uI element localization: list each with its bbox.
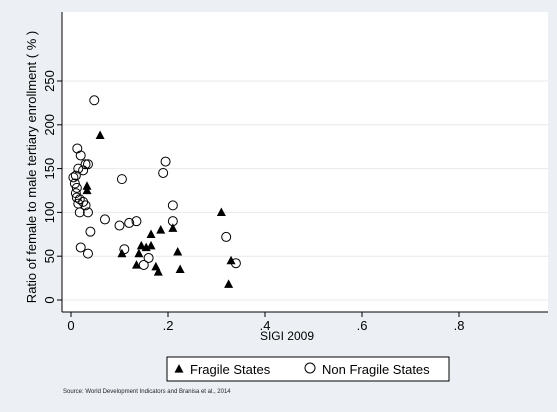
point-non-fragile [80, 200, 91, 211]
point-non-fragile [70, 170, 81, 181]
point-non-fragile [221, 231, 232, 242]
y-tick-label: 200 [42, 114, 57, 136]
point-fragile [117, 248, 127, 258]
point-fragile [82, 181, 92, 190]
point-fragile [153, 267, 163, 276]
x-tick-label: .8 [454, 318, 465, 333]
y-tick-label: 0 [42, 296, 57, 303]
data-points [68, 95, 241, 288]
legend-marker-non-fragile [304, 362, 316, 374]
point-non-fragile [78, 196, 89, 207]
point-non-fragile [75, 242, 86, 253]
point-non-fragile [69, 178, 80, 189]
point-non-fragile [124, 217, 135, 228]
point-non-fragile [85, 226, 96, 237]
point-non-fragile [89, 95, 100, 106]
x-tick-label: .6 [357, 318, 368, 333]
point-fragile [175, 264, 185, 273]
legend: Fragile States Non Fragile States [166, 356, 450, 382]
point-non-fragile [78, 165, 89, 176]
legend-box [166, 356, 450, 382]
point-fragile [224, 279, 234, 288]
x-tick-label: 0 [67, 318, 74, 333]
point-non-fragile [73, 163, 84, 174]
x-tick-label: .2 [163, 318, 174, 333]
y-axis-label: Ratio of female to male tertiary enrollm… [24, 31, 39, 303]
x-axis-label: SIGI 2009 [260, 329, 314, 343]
gridlines [62, 80, 548, 301]
point-fragile [136, 240, 146, 250]
point-non-fragile [138, 259, 149, 270]
point-non-fragile [74, 207, 85, 218]
axes: 0 50 100 150 200 250 0 .2 .4 .6 .8 [42, 12, 548, 333]
point-fragile [168, 223, 178, 232]
point-non-fragile [82, 159, 93, 170]
point-fragile [82, 185, 92, 195]
point-fragile [95, 130, 105, 139]
point-non-fragile [82, 207, 93, 218]
legend-label-fragile: Fragile States [190, 362, 271, 377]
point-non-fragile [143, 252, 154, 263]
point-non-fragile [82, 248, 93, 259]
plot-area [62, 12, 548, 312]
point-fragile [173, 246, 183, 256]
point-fragile [226, 255, 236, 265]
point-non-fragile [74, 194, 85, 205]
y-tick-label: 250 [42, 70, 57, 92]
point-non-fragile [114, 220, 125, 231]
point-non-fragile [158, 167, 169, 178]
point-non-fragile [68, 172, 79, 183]
point-fragile [156, 225, 166, 234]
x-tick-label: .4 [260, 318, 271, 333]
point-fragile [146, 240, 156, 250]
legend-marker-fragile [174, 364, 184, 373]
y-tick-label: 150 [42, 158, 57, 180]
point-non-fragile [99, 214, 110, 225]
point-non-fragile [80, 159, 91, 170]
y-tick-label: 50 [42, 249, 57, 263]
point-non-fragile [71, 182, 82, 193]
legend-label-non-fragile: Non Fragile States [322, 362, 430, 377]
point-fragile [131, 260, 141, 269]
point-non-fragile [167, 200, 178, 211]
point-fragile [134, 248, 144, 258]
point-fragile [216, 207, 226, 217]
point-non-fragile [160, 156, 171, 167]
source-note: Source: World Development Indicators and… [63, 389, 231, 395]
y-tick-label: 100 [42, 202, 57, 224]
point-non-fragile [131, 216, 142, 227]
point-non-fragile [116, 174, 127, 185]
point-non-fragile [75, 150, 86, 161]
point-fragile [146, 229, 156, 238]
